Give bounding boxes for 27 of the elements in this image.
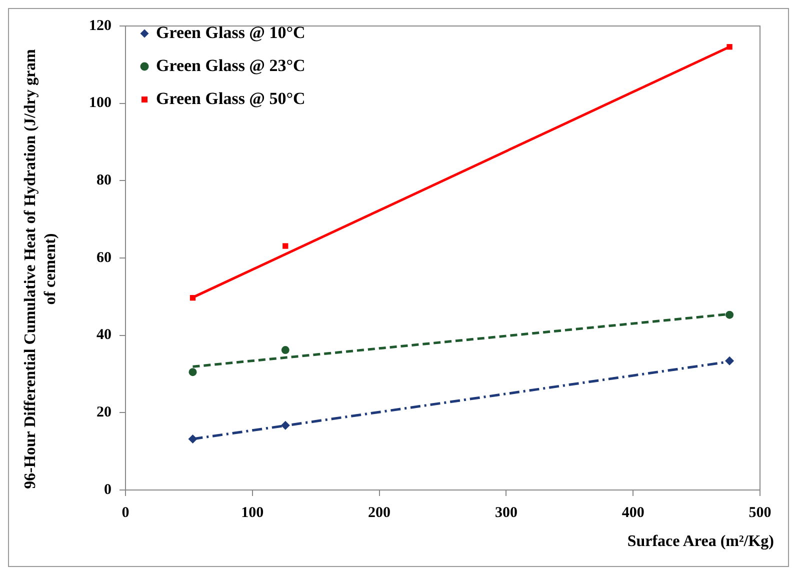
- y-tick-label: 40: [96, 327, 112, 344]
- x-tick-label: 0: [122, 504, 130, 521]
- legend-label: Green Glass @ 23°C: [156, 56, 306, 75]
- point: [190, 295, 196, 301]
- point: [725, 356, 734, 366]
- point: [188, 368, 197, 376]
- y-tick-label: 20: [96, 404, 112, 421]
- x-tick-label: 400: [622, 504, 644, 521]
- point: [188, 434, 198, 444]
- y-tick-label: 80: [96, 172, 112, 189]
- point: [281, 346, 290, 354]
- legend-label: Green Glass @ 50°C: [156, 88, 306, 108]
- point: [726, 310, 734, 319]
- point: [280, 420, 290, 430]
- x-axis-title: Surface Area (m²/Kg): [627, 533, 774, 551]
- x-tick-label: 200: [368, 504, 391, 521]
- y-tick-label: 120: [89, 18, 112, 34]
- y-axis-title: 96-Hour Differential Cumulative Heat of Hydration (J/dry gram of cement): [21, 49, 60, 489]
- legend-label: Green Glass @ 10°C: [156, 22, 306, 42]
- y-tick-label: 100: [89, 95, 112, 112]
- point: [282, 243, 288, 249]
- point: [726, 44, 732, 50]
- y-tick-label: 0: [104, 482, 112, 498]
- y-tick-label: 60: [96, 250, 112, 266]
- x-tick-label: 100: [241, 504, 264, 521]
- x-tick-label: 500: [748, 504, 772, 521]
- x-tick-label: 300: [494, 504, 518, 521]
